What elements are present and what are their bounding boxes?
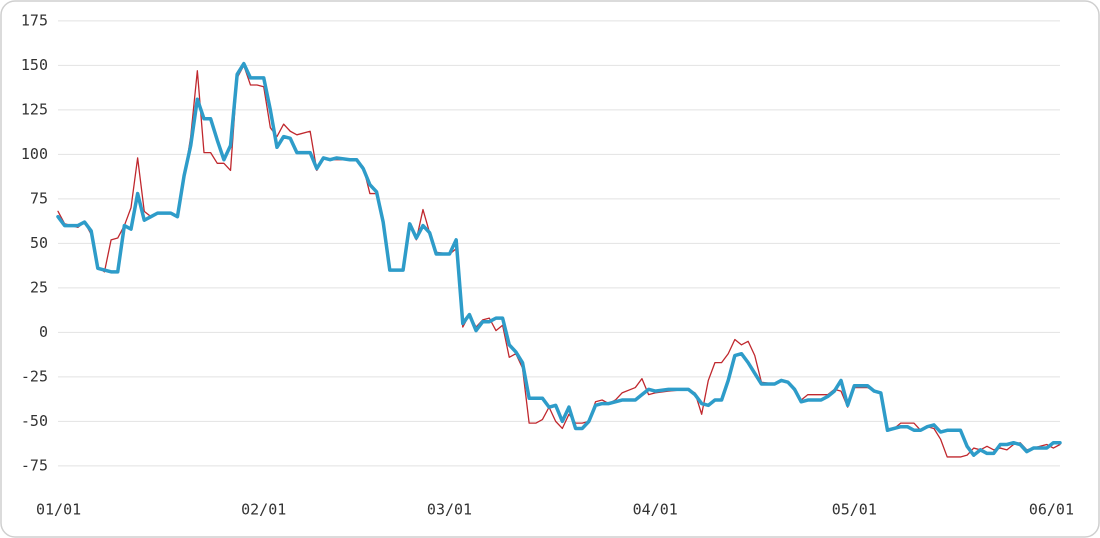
y-tick-label: 25 xyxy=(30,278,48,296)
x-tick-label: 05/01 xyxy=(832,501,877,519)
x-tick-label: 04/01 xyxy=(633,501,678,519)
x-tick-label: 06/01 xyxy=(1029,501,1074,519)
x-tick-label: 03/01 xyxy=(427,501,472,519)
x-tick-label: 01/01 xyxy=(36,501,81,519)
y-tick-label: 150 xyxy=(21,56,48,74)
y-tick-label: 75 xyxy=(30,189,48,207)
y-tick-label: 175 xyxy=(21,11,48,29)
y-tick-label: -75 xyxy=(21,456,48,474)
y-tick-label: -50 xyxy=(21,412,48,430)
y-tick-label: -25 xyxy=(21,367,48,385)
series-line xyxy=(56,61,1062,457)
x-tick-label: 02/01 xyxy=(241,501,286,519)
y-tick-label: 100 xyxy=(21,145,48,163)
y-tick-label: 125 xyxy=(21,100,48,118)
y-tick-label: 50 xyxy=(30,234,48,252)
y-tick-label: 0 xyxy=(39,323,48,341)
